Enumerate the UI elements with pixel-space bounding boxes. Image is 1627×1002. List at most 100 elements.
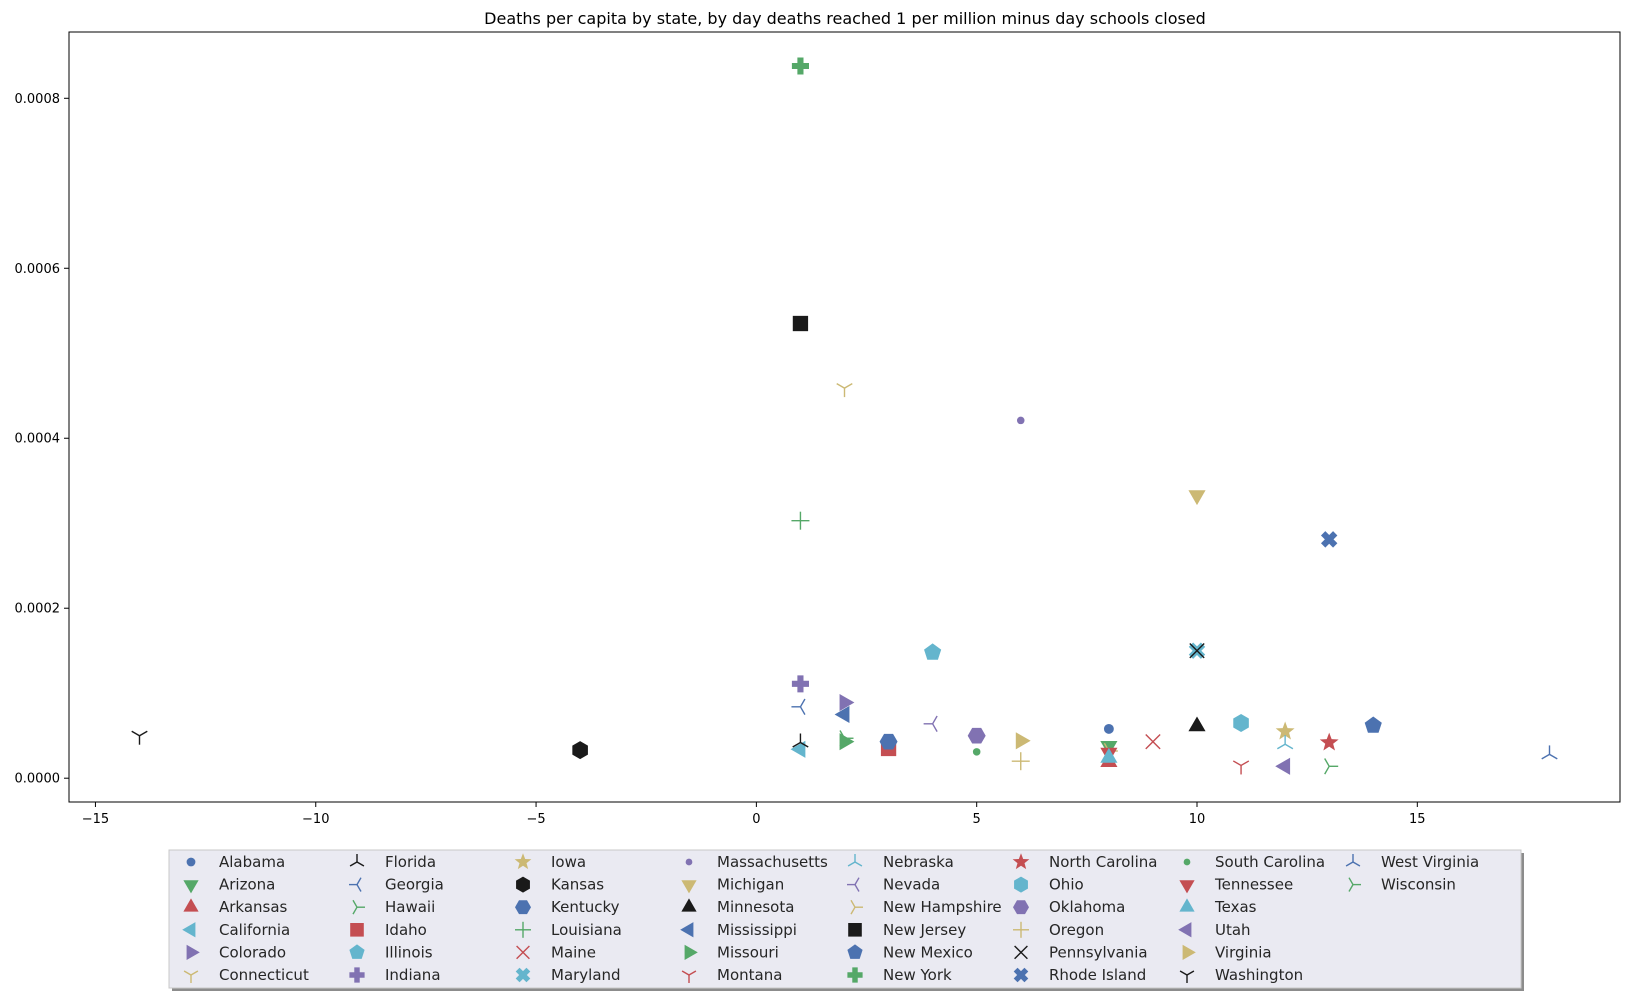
legend-item-virginia: Virginia xyxy=(1182,943,1272,961)
legend-label: Georgia xyxy=(385,876,444,894)
legend-item-california: California xyxy=(182,921,290,939)
legend-label: Kentucky xyxy=(551,898,620,916)
legend-item-nebraska: Nebraska xyxy=(847,853,954,871)
legend-marker xyxy=(685,858,693,866)
legend-label: West Virginia xyxy=(1381,853,1479,871)
point-missouri xyxy=(839,733,855,751)
x-tick-label: 5 xyxy=(973,812,981,827)
legend-marker xyxy=(850,899,863,915)
legend-label: Michigan xyxy=(717,876,784,894)
legend-label: Nevada xyxy=(883,876,940,894)
legend-item-michigan: Michigan xyxy=(681,876,784,894)
y-axis: 0.0000 0.0002 0.0004 0.0006 0.0008 xyxy=(15,92,69,787)
point-rhode-island xyxy=(1320,531,1338,548)
point-wisconsin xyxy=(1324,758,1339,775)
point-montana xyxy=(1232,760,1250,775)
legend-label: Kansas xyxy=(551,876,604,894)
legend-marker xyxy=(183,880,199,894)
legend-item-kentucky: Kentucky xyxy=(515,898,620,916)
legend-marker xyxy=(516,876,530,893)
legend-item-texas: Texas xyxy=(1179,898,1257,916)
x-tick-label: 15 xyxy=(1409,812,1426,827)
legend-marker xyxy=(847,854,863,867)
point-nevada xyxy=(923,715,938,732)
point-california xyxy=(790,740,806,758)
legend-label: New Mexico xyxy=(883,943,973,961)
legend-marker xyxy=(350,923,364,937)
legend-label: Wisconsin xyxy=(1381,876,1456,894)
point-new-york xyxy=(791,57,809,75)
legend-label: Ohio xyxy=(1049,876,1084,894)
y-tick-label: 0.0002 xyxy=(15,602,61,617)
legend-label: Pennsylvania xyxy=(1049,943,1148,961)
legend-label: Louisiana xyxy=(551,921,622,939)
plot-marks xyxy=(131,57,1558,775)
point-new-jersey xyxy=(792,315,809,332)
legend-label: Illinois xyxy=(385,943,433,961)
point-west-virginia xyxy=(1541,745,1558,760)
legend-marker xyxy=(681,880,697,894)
legend-label: Missouri xyxy=(717,943,779,961)
point-virginia xyxy=(1015,732,1031,750)
legend-marker xyxy=(349,877,362,892)
legend-label: Utah xyxy=(1215,921,1251,939)
chart-title: Deaths per capita by state, by day death… xyxy=(484,9,1206,28)
legend-marker xyxy=(186,944,200,961)
legend-marker xyxy=(182,922,196,938)
point-utah xyxy=(1275,757,1291,775)
legend-item-oregon: Oregon xyxy=(1013,921,1104,939)
legend-marker xyxy=(1179,898,1195,912)
legend-item-florida: Florida xyxy=(349,853,436,871)
legend-marker xyxy=(1013,921,1029,938)
legend: Alabama Arizona Arkansas California Colorado… xyxy=(168,849,1524,991)
legend-marker xyxy=(1013,900,1029,915)
legend-label: Virginia xyxy=(1215,943,1272,961)
point-new-mexico xyxy=(1364,716,1382,733)
legend-label: Minnesota xyxy=(717,898,794,916)
point-oklahoma xyxy=(967,727,986,744)
x-tick-label: −15 xyxy=(82,812,109,827)
legend-marker xyxy=(1014,876,1028,893)
plot-frame xyxy=(68,31,1621,803)
legend-label: California xyxy=(219,921,290,939)
legend-marker xyxy=(349,944,365,959)
y-tick-label: 0.0000 xyxy=(15,772,61,787)
legend-marker xyxy=(847,944,863,959)
legend-marker xyxy=(684,944,698,961)
point-mississippi xyxy=(834,705,850,724)
legend-label: Iowa xyxy=(551,853,586,871)
legend-label: Indiana xyxy=(385,966,441,984)
point-texas xyxy=(1100,747,1118,763)
x-tick-label: −10 xyxy=(302,812,329,827)
legend-item-connecticut: Connecticut xyxy=(183,966,309,984)
legend-label: Oklahoma xyxy=(1049,898,1125,916)
legend-label: Colorado xyxy=(219,943,286,961)
legend-item-iowa: Iowa xyxy=(514,853,586,871)
point-connecticut xyxy=(836,382,853,398)
legend-item-alabama: Alabama xyxy=(186,853,285,871)
x-tick-label: 10 xyxy=(1189,812,1206,827)
legend-item-pennsylvania: Pennsylvania xyxy=(1014,943,1148,961)
point-louisiana xyxy=(791,511,810,530)
legend-marker xyxy=(1012,853,1030,870)
legend-item-west-virginia: West Virginia xyxy=(1345,853,1479,871)
legend-item-kansas: Kansas xyxy=(516,876,604,894)
legend-item-new-mexico: New Mexico xyxy=(847,943,973,961)
point-ohio xyxy=(1233,713,1249,732)
legend-item-maine: Maine xyxy=(516,943,596,961)
legend-item-south-carolina: South Carolina xyxy=(1183,853,1325,871)
point-south-carolina xyxy=(972,748,981,756)
legend-marker xyxy=(1013,967,1029,983)
legend-label: Maine xyxy=(551,943,596,961)
legend-item-illinois: Illinois xyxy=(349,943,433,961)
legend-label: Texas xyxy=(1214,898,1257,916)
legend-label: South Carolina xyxy=(1215,853,1325,871)
legend-item-indiana: Indiana xyxy=(349,966,441,984)
legend-label: Massachusetts xyxy=(717,853,828,871)
legend-label: New Jersey xyxy=(883,921,966,939)
legend-item-arizona: Arizona xyxy=(183,876,275,894)
legend-label: Idaho xyxy=(385,921,427,939)
legend-marker xyxy=(349,967,365,983)
legend-label: Arizona xyxy=(219,876,275,894)
